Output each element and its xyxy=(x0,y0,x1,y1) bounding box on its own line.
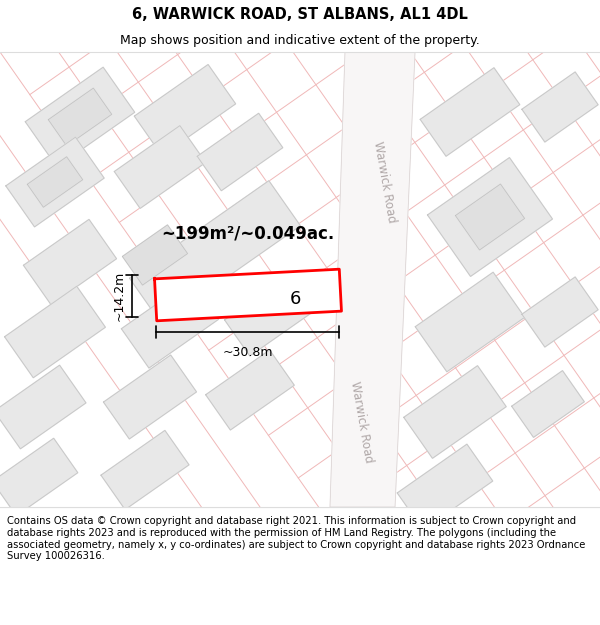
Text: Warwick Road: Warwick Road xyxy=(349,380,376,464)
Polygon shape xyxy=(134,64,236,156)
Text: Contains OS data © Crown copyright and database right 2021. This information is : Contains OS data © Crown copyright and d… xyxy=(7,516,586,561)
Polygon shape xyxy=(0,365,86,449)
Polygon shape xyxy=(104,355,196,439)
Polygon shape xyxy=(330,52,415,507)
Polygon shape xyxy=(404,366,506,458)
Text: ~30.8m: ~30.8m xyxy=(222,346,273,359)
Polygon shape xyxy=(101,431,189,509)
Polygon shape xyxy=(130,181,301,323)
Text: ~199m²/~0.049ac.: ~199m²/~0.049ac. xyxy=(161,225,335,243)
Polygon shape xyxy=(28,157,83,208)
Polygon shape xyxy=(5,286,106,378)
Text: Map shows position and indicative extent of the property.: Map shows position and indicative extent… xyxy=(120,34,480,47)
Text: ~14.2m: ~14.2m xyxy=(113,271,126,321)
Text: Warwick Road: Warwick Road xyxy=(371,140,398,224)
Polygon shape xyxy=(6,137,104,227)
Polygon shape xyxy=(23,219,116,304)
Polygon shape xyxy=(428,158,553,276)
Polygon shape xyxy=(48,88,112,146)
Text: 6: 6 xyxy=(289,290,301,308)
Polygon shape xyxy=(522,72,598,142)
Polygon shape xyxy=(25,68,134,167)
Polygon shape xyxy=(397,444,493,530)
Polygon shape xyxy=(512,371,584,438)
Polygon shape xyxy=(0,438,78,516)
Text: 6, WARWICK ROAD, ST ALBANS, AL1 4DL: 6, WARWICK ROAD, ST ALBANS, AL1 4DL xyxy=(132,7,468,22)
Polygon shape xyxy=(121,280,218,368)
Polygon shape xyxy=(197,113,283,191)
Polygon shape xyxy=(420,68,520,156)
Polygon shape xyxy=(115,126,206,208)
Polygon shape xyxy=(224,274,316,356)
Polygon shape xyxy=(206,350,294,430)
Polygon shape xyxy=(522,277,598,347)
Polygon shape xyxy=(122,225,188,285)
Polygon shape xyxy=(155,269,341,321)
Polygon shape xyxy=(415,272,524,372)
Polygon shape xyxy=(455,184,524,250)
